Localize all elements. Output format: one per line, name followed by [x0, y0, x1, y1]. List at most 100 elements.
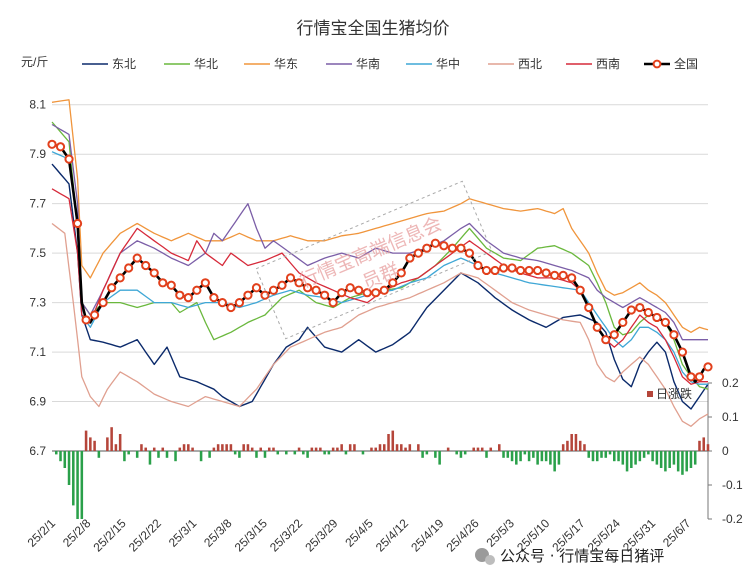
national-marker-78 [379, 285, 389, 295]
national-marker-120 [558, 270, 568, 280]
y2-tick-label-3: -0.1 [722, 478, 743, 492]
national-marker-76 [371, 288, 381, 298]
daily-change-bar-2 [59, 451, 62, 462]
daily-change-bar-143 [659, 451, 663, 468]
national-marker-24 [149, 268, 159, 278]
daily-change-bar-35 [199, 451, 203, 462]
national-marker-0 [47, 139, 57, 149]
daily-change-bar-105 [498, 444, 501, 451]
daily-change-bar-116 [544, 451, 548, 462]
y-tick-label-3: 7.5 [29, 246, 46, 260]
national-marker-8 [81, 315, 91, 325]
daily-change-bar-138 [638, 451, 642, 462]
daily-change-bar-11 [97, 451, 101, 458]
national-marker-92 [439, 241, 449, 251]
daily-change-bar-38 [212, 447, 216, 451]
series-line-2 [51, 99, 709, 333]
daily-change-bar-59 [302, 451, 305, 455]
daily-change-bar-139 [642, 451, 646, 458]
national-marker-20 [132, 253, 142, 263]
daily-change-bar-30 [178, 447, 182, 451]
daily-change-bar-25 [157, 451, 160, 458]
national-marker-50 [260, 290, 270, 300]
daily-change-bar-112 [527, 451, 531, 462]
national-marker-28 [166, 280, 176, 290]
daily-change-bar-32 [187, 444, 190, 451]
national-marker-10 [89, 310, 100, 320]
daily-change-bar-61 [310, 447, 314, 451]
daily-change-bar-40 [221, 444, 224, 451]
national-marker-112 [524, 265, 534, 276]
x-tick-label-10: 25/4/12 [373, 516, 411, 554]
x-tick-label-5: 25/3/8 [201, 516, 235, 550]
daily-change-bar-124 [578, 440, 582, 451]
daily-change-bar-102 [485, 451, 488, 458]
national-marker-54 [277, 280, 287, 290]
daily-change-bar-151 [693, 451, 697, 465]
national-marker-22 [141, 260, 151, 271]
daily-change-bar-84 [408, 444, 412, 451]
national-marker-40 [217, 298, 227, 308]
daily-change-bar-53 [276, 451, 280, 455]
x-tick-label-7: 25/3/22 [267, 516, 305, 554]
national-marker-32 [183, 293, 193, 303]
daily-change-bar-14 [110, 427, 113, 451]
daily-change-bar-97 [463, 451, 467, 455]
daily-change-bar-80 [391, 430, 395, 451]
national-marker-68 [337, 288, 347, 298]
national-marker-126 [584, 302, 594, 313]
y2-tick-label-4: -0.2 [722, 512, 743, 526]
y-tick-label-7: 6.7 [29, 444, 46, 458]
y-tick-label-5: 7.1 [29, 345, 46, 359]
national-marker-150 [686, 372, 696, 382]
daily-change-bar-1 [54, 451, 58, 455]
daily-change-bar-67 [336, 447, 339, 451]
daily-change-bar-69 [344, 451, 348, 455]
national-marker-104 [490, 265, 500, 276]
daily-change-bar-134 [621, 451, 625, 465]
national-marker-114 [533, 265, 543, 276]
legend-label-7: 全国 [674, 56, 698, 71]
national-marker-136 [626, 305, 636, 315]
daily-change-bar-23 [148, 451, 152, 465]
daily-change-bar-78 [382, 444, 386, 451]
daily-change-bar-15 [114, 444, 118, 451]
national-marker-66 [328, 298, 338, 308]
national-marker-72 [354, 285, 364, 295]
national-marker-26 [158, 278, 168, 288]
y-axis: 8.1 7.9 7.7 7.5 7.3 7.1 6.9 6.7 [29, 98, 46, 458]
daily-change-bar-9 [89, 437, 92, 451]
legend-label-6: 西南 [596, 56, 620, 71]
national-marker-80 [388, 278, 398, 288]
daily-change-bar-49 [259, 447, 262, 451]
national-marker-48 [251, 283, 262, 293]
daily-change-bar-76 [374, 447, 378, 451]
y-tick-label-1: 7.9 [29, 147, 46, 161]
daily-change-bar-48 [255, 451, 258, 458]
footer: 公众号 · 行情宝每日猪评 [475, 547, 664, 565]
daily-change-bar-101 [480, 447, 484, 451]
daily-change-bar-88 [425, 451, 429, 455]
daily-change-bar-86 [417, 444, 420, 451]
daily-change-bar-37 [208, 451, 211, 458]
national-marker-58 [294, 278, 304, 288]
daily-change-bar-60 [306, 451, 309, 458]
legend-label-0: 东北 [112, 57, 136, 71]
daily-change-bar-131 [608, 451, 612, 455]
legend-label-2: 华东 [274, 57, 298, 71]
national-marker-2 [55, 142, 66, 152]
daily-change-bar-58 [297, 447, 301, 451]
daily-change-bar-66 [331, 447, 335, 451]
national-marker-46 [243, 290, 253, 300]
daily-change-bar-113 [532, 451, 535, 458]
national-marker-86 [413, 248, 423, 258]
national-markers [47, 139, 713, 382]
daily-change-bar-114 [536, 451, 539, 465]
daily-change-bar-79 [387, 434, 390, 451]
daily-change-bar-52 [272, 447, 275, 451]
legend-label-3: 华南 [356, 56, 380, 71]
daily-change-bar-150 [689, 451, 693, 468]
daily-change-bar-18 [127, 451, 130, 455]
national-marker-118 [550, 270, 560, 280]
daily-change-bar-50 [263, 451, 267, 458]
